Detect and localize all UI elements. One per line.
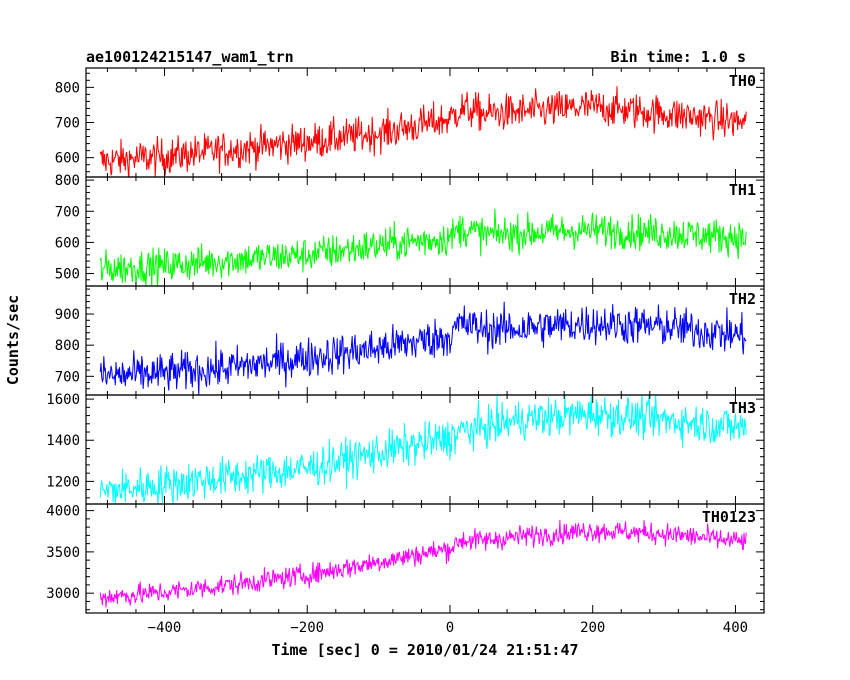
y-tick-label: 800: [55, 80, 80, 96]
chart-title: ae100124215147_wam1_trn: [86, 48, 294, 66]
panel-label-th0123: TH0123: [702, 508, 756, 526]
panels-group: 600 700 800 TH0 500 600 700 800 TH1 700 800 900 TH2 1…: [46, 67, 765, 636]
x-tick-label: 400: [723, 620, 748, 636]
bin-time-label: Bin time: 1.0 s: [611, 48, 746, 66]
y-tick-label: 3500: [46, 545, 80, 561]
y-axis-label: Counts/sec: [4, 295, 22, 385]
y-tick-label: 600: [55, 151, 80, 167]
x-tick-label: −400: [148, 620, 182, 636]
y-tick-label: 700: [55, 204, 80, 220]
series-line-th0: [99, 86, 747, 177]
series-line-th1: [99, 208, 747, 286]
y-tick-label: 800: [55, 173, 80, 189]
y-tick-label: 700: [55, 369, 80, 385]
panel-label-th3: TH3: [729, 399, 756, 417]
y-tick-label: 900: [55, 307, 80, 323]
y-tick-label: 1200: [46, 474, 80, 490]
y-tick-label: 600: [55, 235, 80, 251]
series-line-th0123: [99, 520, 747, 608]
series-line-th2: [99, 301, 747, 395]
x-tick-label: −200: [290, 620, 324, 636]
y-tick-label: 1600: [46, 392, 80, 408]
panel-label-th1: TH1: [729, 181, 756, 199]
y-tick-label: 500: [55, 267, 80, 283]
x-axis-label: Time [sec] 0 = 2010/01/24 21:51:47: [271, 641, 578, 659]
panel-label-th0: TH0: [729, 72, 756, 90]
y-tick-label: 1400: [46, 433, 80, 449]
panel-frame-th0123: [85, 503, 765, 614]
series-line-th3: [99, 395, 747, 504]
panel-label-th2: TH2: [729, 290, 756, 308]
y-tick-label: 800: [55, 338, 80, 354]
y-tick-label: 3000: [46, 586, 80, 602]
y-tick-label: 700: [55, 116, 80, 132]
x-tick-label: 200: [580, 620, 605, 636]
panel-frame-th3: [85, 394, 765, 505]
y-tick-label: 4000: [46, 504, 80, 520]
x-tick-label: 0: [446, 620, 454, 636]
